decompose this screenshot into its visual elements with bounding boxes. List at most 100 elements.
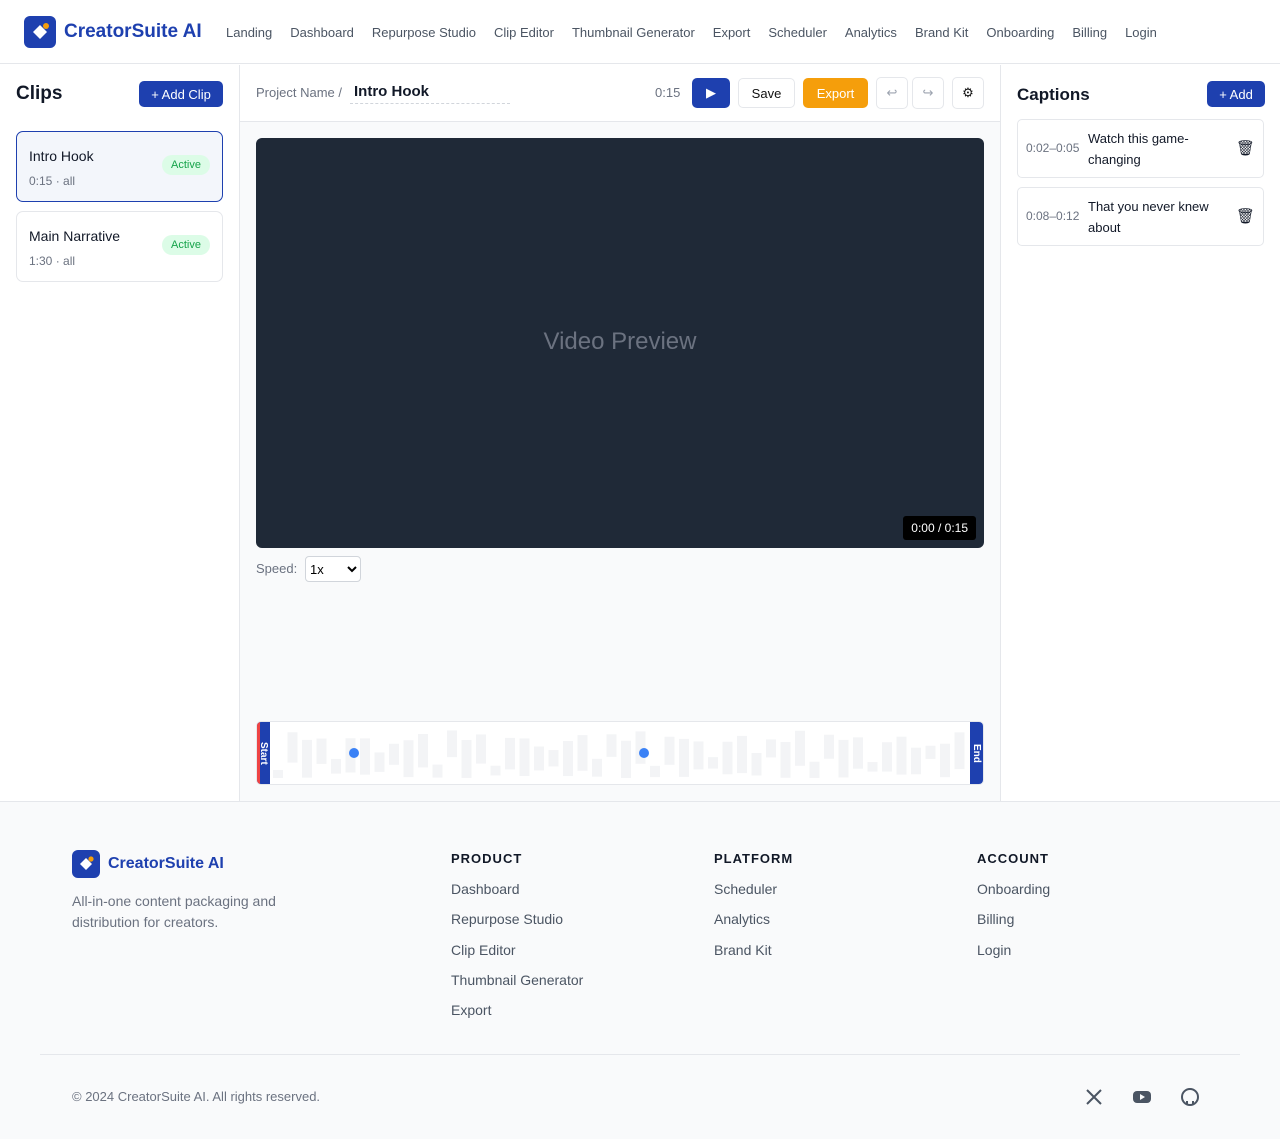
footer: CreatorSuite AI All-in-one content packa… — [0, 801, 1280, 1139]
nav-link[interactable]: Scheduler — [768, 25, 827, 40]
footer-link[interactable]: Export — [451, 1002, 492, 1019]
project-name[interactable]: Intro Hook — [350, 83, 510, 104]
brand[interactable]: CreatorSuite AI — [64, 21, 202, 42]
tagline: All-in-one content packaging and distrib… — [72, 893, 276, 930]
nav-link[interactable]: Clip Editor — [493, 25, 554, 40]
nav-link[interactable]: Login — [1125, 25, 1157, 40]
clip-status: Active — [162, 235, 210, 255]
footer-link[interactable]: Billing — [977, 911, 1015, 928]
clips-title: Clips — [16, 83, 63, 104]
wave-bar — [940, 743, 950, 778]
add-clip-button[interactable]: + Add Clip — [139, 81, 223, 107]
start-label: Start — [258, 742, 269, 765]
wave-bar — [563, 740, 573, 777]
clips-panel: Clips + Add Clip — [0, 65, 240, 801]
wave-bar — [722, 741, 733, 775]
footer-link[interactable]: Thumbnail Generator — [451, 971, 584, 988]
wave-bar — [374, 752, 385, 772]
github-icon[interactable] — [1180, 1087, 1200, 1107]
wave-bar — [287, 732, 298, 763]
footer-logo — [72, 850, 100, 878]
wave-bar — [461, 739, 472, 778]
caption-time: 0:02–0:05 — [1026, 141, 1080, 155]
logo-icon — [33, 23, 49, 39]
save-button[interactable]: Save — [738, 78, 795, 108]
caption-text: Watch this game-changing — [1088, 131, 1189, 167]
export-button[interactable]: Export — [803, 78, 868, 108]
preview-text: Video Preview — [543, 328, 697, 355]
wave-bar — [954, 732, 965, 770]
undo-button[interactable]: ↩ — [876, 77, 908, 109]
wave-bar — [302, 739, 312, 778]
footer-logo-icon — [80, 856, 94, 870]
wave-bar — [447, 730, 457, 758]
wave-bar — [548, 750, 559, 767]
wave-bar — [432, 764, 443, 778]
wave-bar — [273, 770, 283, 778]
youtube-icon[interactable] — [1132, 1089, 1152, 1105]
footer-brand: CreatorSuite AI — [108, 855, 224, 872]
nav-link[interactable]: Export — [712, 25, 751, 40]
wave-bar — [664, 736, 675, 765]
caption-delete[interactable]: 🗑 — [1235, 140, 1255, 157]
speed-select[interactable]: 1x — [305, 556, 361, 582]
redo-button[interactable]: ↪ — [912, 77, 944, 109]
nav-link[interactable]: Billing — [1072, 25, 1108, 40]
clip-card[interactable]: Intro Hook 0:15 · all Active — [16, 131, 223, 202]
footer-link[interactable]: Dashboard — [451, 881, 520, 897]
wave-bar — [403, 740, 414, 778]
footer-heading: PLATFORM — [714, 851, 794, 866]
wave-bar — [490, 765, 501, 776]
header: CreatorSuite AI Landing Dashboard Repurpos… — [0, 0, 1280, 64]
footer-heading: ACCOUNT — [977, 851, 1049, 866]
start-handle[interactable]: Start — [257, 722, 270, 784]
logo[interactable] — [24, 16, 56, 48]
nav-link[interactable]: Brand Kit — [914, 25, 969, 40]
footer-link[interactable]: Repurpose Studio — [451, 911, 564, 928]
captions-title: Captions — [1017, 85, 1090, 104]
wave-bar — [838, 739, 849, 778]
wave-bar — [693, 741, 704, 770]
wave-bar — [621, 740, 631, 778]
copyright: © 2024 CreatorSuite AI. All rights reser… — [72, 1089, 321, 1104]
nav-link[interactable]: Landing — [226, 25, 273, 40]
caption-time: 0:08–0:12 — [1026, 209, 1080, 223]
caption-text: That you never knew about — [1088, 199, 1209, 235]
nav-link[interactable]: Onboarding — [986, 25, 1055, 40]
play-button[interactable]: ▶ — [692, 78, 730, 108]
x-icon[interactable] — [1085, 1088, 1103, 1106]
clip-meta: 1:30 · all — [29, 254, 76, 268]
caption-delete[interactable]: 🗑 — [1235, 208, 1255, 225]
footer-heading: PRODUCT — [451, 851, 523, 866]
caption-marker[interactable] — [639, 748, 649, 758]
nav: Landing Dashboard Repurpose Studio Clip Edi… — [226, 24, 1175, 42]
editor: Project Name / Intro Hook 0:15 ▶ Save Ex… — [240, 65, 1000, 801]
footer-link[interactable]: Clip Editor — [451, 941, 516, 958]
nav-link[interactable]: Thumbnail Generator — [571, 25, 695, 40]
footer-link[interactable]: Login — [977, 941, 1012, 958]
end-label: End — [971, 744, 982, 763]
end-handle[interactable]: End — [970, 722, 983, 784]
wave-bar — [505, 737, 515, 770]
footer-link[interactable]: Brand Kit — [714, 941, 772, 958]
add-caption-button[interactable]: + Add — [1207, 81, 1265, 107]
nav-link[interactable]: Analytics — [844, 25, 897, 40]
wave-bar — [896, 736, 907, 775]
project-label: Project Name / — [256, 85, 342, 100]
wave-bar — [577, 735, 588, 771]
wave-bar — [737, 735, 747, 774]
settings-button[interactable]: ⚙ — [952, 77, 984, 109]
nav-link[interactable]: Dashboard — [290, 25, 354, 40]
clip-name: Intro Hook — [29, 148, 94, 164]
video-preview: Video Preview 0:00 / 0:15 — [256, 138, 984, 548]
footer-link[interactable]: Onboarding — [977, 881, 1051, 897]
footer-link[interactable]: Analytics — [714, 911, 771, 928]
footer-link[interactable]: Scheduler — [714, 881, 778, 897]
clip-card[interactable]: Main Narrative 1:30 · all Active — [16, 211, 223, 282]
duration: 0:15 — [655, 85, 681, 100]
nav-link[interactable]: Repurpose Studio — [371, 25, 476, 40]
caption-marker[interactable] — [349, 748, 359, 758]
caption-item[interactable]: 0:02–0:05 Watch this game-changing 🗑 — [1017, 119, 1264, 178]
caption-item[interactable]: 0:08–0:12 That you never knew about 🗑 — [1017, 187, 1264, 246]
